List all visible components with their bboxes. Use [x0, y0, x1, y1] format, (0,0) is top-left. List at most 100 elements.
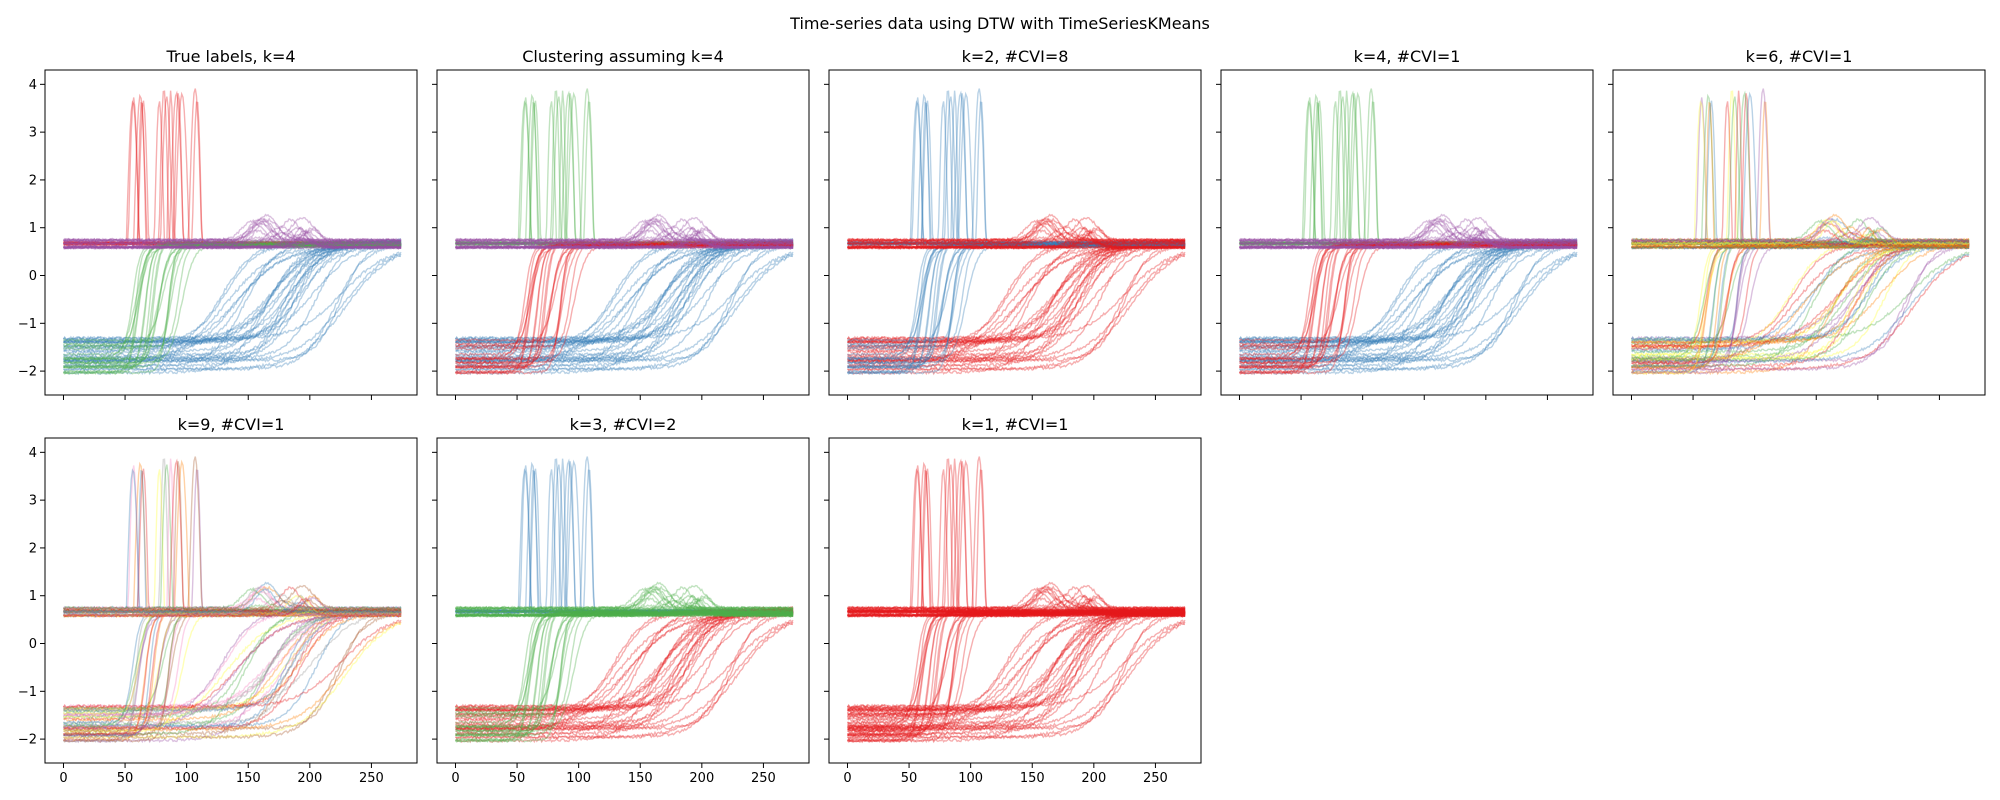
series-line	[455, 610, 794, 730]
series-line	[847, 90, 1186, 246]
series-line	[847, 243, 1186, 347]
series-line	[1239, 242, 1578, 374]
series-line	[1630, 100, 1970, 245]
series-line	[847, 612, 1186, 744]
series-line	[846, 610, 1186, 720]
series-line	[1631, 241, 1970, 365]
series-line	[455, 227, 794, 250]
series-line	[63, 610, 402, 742]
series-line	[1238, 254, 1578, 372]
series-line	[847, 229, 1186, 250]
series-lines	[62, 456, 402, 744]
series-line	[1239, 244, 1578, 351]
series-line	[455, 611, 794, 740]
series-line	[455, 244, 794, 344]
series-line	[846, 213, 1186, 243]
series-line	[455, 610, 794, 733]
series-line	[455, 595, 794, 618]
series-line	[1631, 231, 1970, 251]
series-line	[846, 241, 1186, 345]
series-line	[1239, 242, 1578, 345]
series-line	[63, 218, 402, 246]
x-tick-label: 150	[628, 771, 653, 786]
series-line	[846, 606, 1185, 717]
series-line	[455, 611, 794, 729]
series-line	[1630, 239, 1970, 357]
series-line	[455, 241, 794, 364]
series-line	[1631, 241, 1970, 349]
series-line	[63, 607, 402, 737]
series-line	[454, 242, 794, 352]
series-line	[1238, 213, 1578, 243]
series-line	[63, 612, 402, 712]
series-line	[846, 596, 1186, 618]
series-line	[1239, 244, 1578, 376]
series-line	[1631, 235, 1970, 246]
series-line	[846, 254, 1186, 372]
series-line	[63, 611, 402, 619]
series-line	[63, 456, 402, 614]
series-line	[63, 611, 402, 618]
series-line	[847, 243, 1186, 345]
series-line	[846, 622, 1186, 740]
series-line	[1239, 239, 1578, 350]
series-line	[63, 233, 402, 250]
series-line	[455, 231, 794, 251]
series-line	[455, 610, 794, 729]
series-line	[1631, 242, 1970, 376]
series-line	[847, 621, 1186, 733]
series-line	[1238, 241, 1578, 363]
series-line	[1239, 227, 1578, 250]
series-line	[455, 242, 794, 365]
series-line	[62, 610, 402, 742]
series-line	[1238, 238, 1577, 349]
series-line	[847, 93, 1186, 245]
series-line	[63, 238, 402, 369]
series-line	[454, 254, 794, 372]
axes-frame	[436, 69, 810, 396]
series-line	[1630, 242, 1970, 347]
series-line	[62, 611, 402, 710]
series-line	[455, 244, 794, 351]
series-line	[847, 242, 1186, 376]
series-line	[62, 608, 402, 737]
series-line	[455, 607, 794, 728]
series-line	[847, 612, 1186, 712]
series-line	[1631, 243, 1970, 367]
series-line	[455, 612, 794, 732]
series-line	[454, 242, 794, 347]
series-line	[455, 88, 794, 246]
series-line	[63, 469, 402, 615]
series-line	[63, 243, 402, 367]
series-line	[455, 243, 794, 361]
series-line	[455, 242, 794, 374]
series-line	[1239, 241, 1578, 365]
series-line	[1631, 242, 1970, 361]
series-line	[455, 607, 794, 709]
series-line	[847, 96, 1186, 245]
series-line	[63, 595, 402, 618]
series-line	[1238, 244, 1578, 368]
series-line	[1239, 242, 1578, 362]
series-line	[1239, 239, 1578, 360]
series-line	[1238, 100, 1578, 248]
series-line	[847, 607, 1186, 709]
series-line	[63, 607, 402, 709]
series-line	[63, 597, 402, 618]
series-line	[847, 610, 1186, 729]
series-line	[455, 240, 794, 250]
series-line	[847, 607, 1186, 713]
series-line	[455, 218, 794, 246]
series-line	[454, 594, 794, 618]
series-line	[455, 93, 794, 246]
series-line	[847, 243, 1186, 372]
series-line	[1239, 238, 1578, 361]
series-line	[455, 458, 794, 614]
series-line	[63, 607, 402, 728]
series-line	[63, 469, 402, 615]
series-line	[1631, 218, 1970, 246]
series-line	[1630, 242, 1970, 352]
y-tick-label: −2	[18, 365, 37, 380]
series-line	[1631, 253, 1970, 365]
series-line	[63, 593, 402, 616]
